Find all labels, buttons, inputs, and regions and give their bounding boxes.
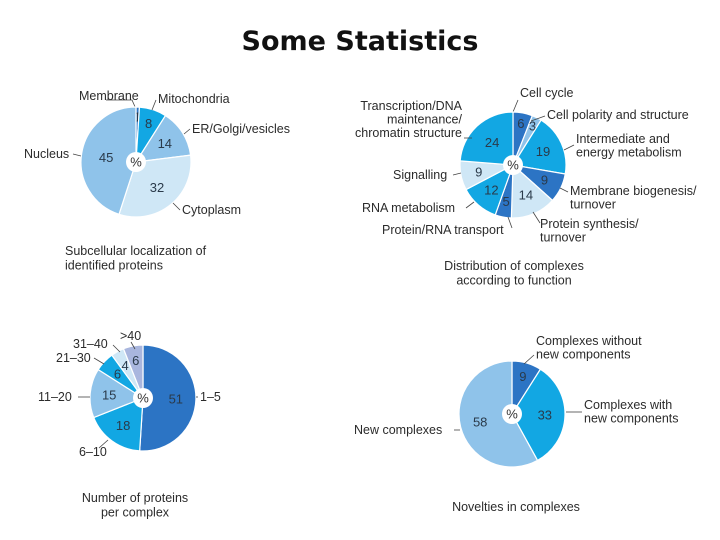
slice-value-label: 12 — [484, 182, 498, 197]
leader-line — [112, 344, 121, 353]
leader-line — [530, 115, 546, 122]
pie-center-disc — [126, 152, 146, 172]
slice-category-label: Mitochondria — [158, 92, 230, 106]
pie-center-disc — [503, 155, 523, 175]
slice-value-label: 3 — [529, 119, 536, 134]
slice-category-label: Nucleus — [24, 147, 69, 161]
slice-value-label: 9 — [519, 369, 526, 384]
chart-caption: Distribution of complexes according to fu… — [444, 259, 584, 288]
pie-chart-function: 6 Cell cycle 3 Cell polarity and structure 1… — [355, 86, 697, 288]
slice-value-label: 4 — [121, 358, 128, 373]
slice-category-label: Membrane biogenesis/turnover — [570, 184, 697, 212]
leader-line — [130, 341, 136, 350]
slice-category-label: Complexes with new components — [584, 398, 679, 426]
pie-slice-size-0 — [139, 344, 197, 452]
pie-chart-size: 51 1–5 18 6–10 15 11–20 6 21–30 4 31–40 6 >40% Numbe… — [38, 329, 221, 520]
slice-category-label: Protein synthesis/turnover — [540, 217, 639, 245]
slice-value-label: 8 — [145, 116, 152, 131]
leader-line — [532, 211, 541, 224]
slice-category-label: 1–5 — [200, 390, 221, 404]
leader-line — [452, 172, 462, 176]
leader-line — [151, 99, 157, 111]
pie-center-percent-label: % — [137, 391, 149, 406]
chart-caption: Subcellular localization of identified pr… — [65, 244, 207, 273]
slice-category-label: Intermediate and energy metabolism — [576, 132, 682, 160]
pie-chart-novelty: 9 Complexes without new components 33 Comple… — [354, 334, 679, 514]
slice-category-label: 11–20 — [38, 390, 72, 404]
leader-line — [106, 99, 137, 110]
slice-value-label: 58 — [473, 415, 487, 430]
slice-value-label: 19 — [536, 144, 550, 159]
slice-category-label: ER/Golgi/vesicles — [192, 122, 290, 136]
leader-line — [183, 128, 191, 135]
slice-category-label: New complexes — [354, 423, 442, 437]
slice-value-label: 1 — [134, 109, 141, 124]
slice-category-label: Cell cycle — [520, 86, 574, 100]
slice-value-label: 32 — [150, 180, 164, 195]
slice-value-label: 18 — [116, 418, 130, 433]
pie-slice-function-8 — [459, 111, 514, 166]
chart-caption: Novelties in complexes — [452, 500, 580, 514]
leader-line — [507, 216, 513, 229]
pie-slice-novelty-2 — [458, 360, 539, 468]
slice-category-label: >40 — [120, 329, 141, 343]
slice-value-label: 51 — [169, 392, 183, 407]
slice-category-label: Signalling — [393, 168, 447, 182]
pie-center-percent-label: % — [130, 155, 142, 170]
leader-line — [172, 202, 181, 211]
leader-line — [98, 439, 109, 449]
slice-value-label: 9 — [541, 173, 548, 188]
leader-line — [559, 187, 569, 193]
slice-category-label: Transcription/DNA maintenance/chromatin s… — [355, 99, 463, 140]
slice-category-label: Membrane — [79, 89, 139, 103]
pie-center-disc — [133, 388, 153, 408]
slice-category-label: 21–30 — [56, 351, 91, 365]
pie-chart-subcellular: 1 Membrane 8 Mitochondria 14 ER/Golgi/vesicle… — [24, 89, 290, 273]
slice-value-label: 6 — [132, 353, 139, 368]
pie-center-percent-label: % — [506, 407, 518, 422]
leader-line — [512, 99, 519, 113]
slice-category-label: Complexes without new components — [536, 334, 642, 362]
pie-slice-function-2 — [512, 119, 567, 175]
pie-center-percent-label: % — [507, 158, 519, 173]
leader-line — [93, 357, 105, 365]
slice-value-label: 14 — [158, 136, 172, 151]
slice-category-label: Cytoplasm — [182, 203, 241, 217]
pie-slice-size-2 — [89, 368, 145, 419]
leader-line — [465, 201, 475, 209]
slice-category-label: Cell polarity and structure — [547, 108, 689, 122]
slice-category-label: 31–40 — [73, 337, 108, 351]
slice-category-label: RNA metabolism — [362, 201, 455, 215]
slice-value-label: 5 — [502, 194, 509, 209]
slice-value-label: 45 — [99, 150, 113, 165]
slice-value-label: 33 — [538, 408, 552, 423]
slice-value-label: 6 — [114, 367, 121, 382]
pie-slice-subcellular-4 — [80, 106, 137, 216]
slice-category-label: 6–10 — [79, 445, 107, 459]
leader-line — [523, 354, 535, 365]
slice-value-label: 15 — [102, 387, 116, 402]
slice-value-label: 6 — [517, 116, 524, 131]
chart-caption: Number of proteins per complex — [82, 491, 188, 520]
pie-center-disc — [502, 404, 522, 424]
slice-category-label: Protein/RNA transport — [382, 223, 504, 237]
slice-value-label: 24 — [485, 135, 499, 150]
slice-value-label: 14 — [519, 188, 533, 203]
pie-slice-size-1 — [92, 397, 144, 452]
leader-line — [563, 144, 575, 151]
page-title: Some Statistics — [241, 26, 479, 57]
slice-value-label: 9 — [475, 165, 482, 180]
leader-line — [72, 153, 82, 157]
